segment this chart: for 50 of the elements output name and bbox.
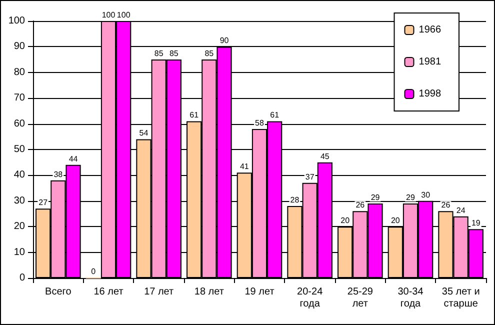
y-tick-label: 10 (14, 246, 26, 258)
y-tick-label: 20 (14, 221, 26, 232)
y-tick-label: 60 (14, 118, 26, 130)
data-label: 29 (370, 192, 380, 202)
x-tick-label: 20-24 года (297, 286, 324, 310)
x-tick-label: 30-34 года (398, 286, 424, 310)
data-label: 27 (38, 198, 48, 208)
y-tick-label: 80 (14, 66, 26, 78)
data-label: 24 (456, 206, 466, 215)
data-label: 61 (270, 110, 280, 120)
x-tick-label: 19 лет (244, 286, 275, 298)
legend-label: 1966 (418, 24, 442, 36)
data-label: 44 (68, 154, 78, 164)
legend-label: 1981 (418, 56, 442, 68)
data-label: 29 (406, 192, 416, 202)
data-label: 85 (154, 49, 164, 58)
data-label: 100 (116, 10, 131, 20)
data-label: 85 (169, 49, 179, 58)
data-label: 100 (102, 10, 116, 20)
y-tick-label: 70 (14, 92, 26, 104)
data-label: 85 (204, 49, 214, 58)
y-tick-label: 50 (14, 144, 26, 155)
x-tick-label: 18 лет (194, 286, 224, 298)
x-tick-label: 16 лет (94, 286, 124, 298)
legend-label: 1998 (418, 88, 442, 100)
data-label: 20 (390, 216, 400, 226)
data-label: 0 (91, 267, 96, 276)
data-label: 45 (320, 152, 330, 161)
x-tick-label: 17 лет (144, 286, 174, 298)
data-label: 58 (255, 118, 264, 128)
y-tick-label: 0 (19, 272, 26, 284)
data-label: 19 (471, 218, 481, 228)
data-label: 30 (421, 190, 431, 200)
data-label: 38 (54, 170, 64, 179)
data-label: 41 (240, 162, 250, 172)
x-tick-label: Всего (45, 286, 72, 298)
data-label: 26 (441, 200, 451, 210)
y-tick-label: 30 (14, 195, 26, 206)
y-tick-label: 40 (14, 170, 26, 181)
x-tick-label: 35 лет и старше (442, 286, 480, 310)
data-label: 61 (190, 110, 200, 120)
data-label: 28 (290, 196, 300, 205)
y-tick-label: 90 (14, 41, 26, 52)
data-label: 90 (220, 36, 230, 46)
x-tick-label: 25-29 лет (347, 286, 374, 310)
data-label: 37 (305, 172, 315, 182)
data-label: 20 (340, 216, 350, 226)
y-tick-label: 100 (8, 16, 26, 26)
data-label: 26 (356, 200, 366, 210)
data-label: 54 (139, 128, 149, 138)
